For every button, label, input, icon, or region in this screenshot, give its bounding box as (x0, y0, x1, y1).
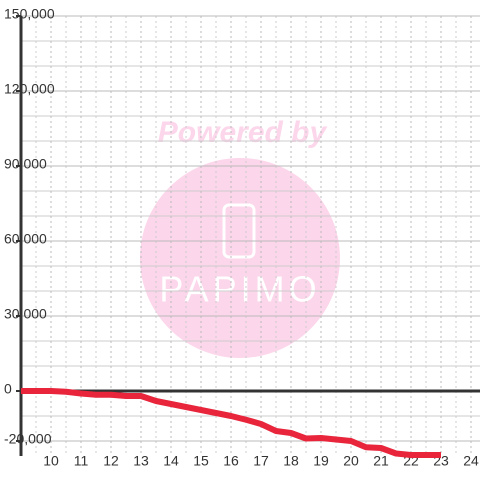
y-tick-label: 30,000 (4, 306, 47, 322)
watermark-text: Powered by (158, 116, 328, 149)
y-tick-label: 120,000 (4, 81, 55, 97)
watermark-icon (222, 203, 256, 259)
x-tick-label: 11 (74, 453, 89, 469)
x-tick-label: 24 (463, 453, 479, 469)
x-tick-label: 19 (313, 453, 329, 469)
watermark-logo: PAPIMO (159, 269, 320, 310)
line-series (21, 388, 441, 458)
x-tick-label: 20 (343, 453, 359, 469)
y-tick-label: 150,000 (4, 6, 55, 22)
x-tick-label: 18 (283, 453, 299, 469)
x-tick-label: 12 (103, 453, 119, 469)
x-tick-label: 10 (43, 453, 59, 469)
watermark: Powered by PAPIMO (140, 116, 340, 358)
x-tick-label: 15 (193, 453, 209, 469)
x-tick-label: 14 (163, 453, 179, 469)
y-tick-label: 0 (4, 381, 12, 397)
y-tick-label: -20,000 (4, 431, 52, 447)
y-tick-label: 60,000 (4, 231, 47, 247)
y-tick-label: 90,000 (4, 156, 47, 172)
x-tick-label: 17 (253, 453, 269, 469)
x-tick-label: 13 (133, 453, 149, 469)
x-tick-label: 21 (373, 453, 389, 469)
x-tick-label: 16 (223, 453, 239, 469)
